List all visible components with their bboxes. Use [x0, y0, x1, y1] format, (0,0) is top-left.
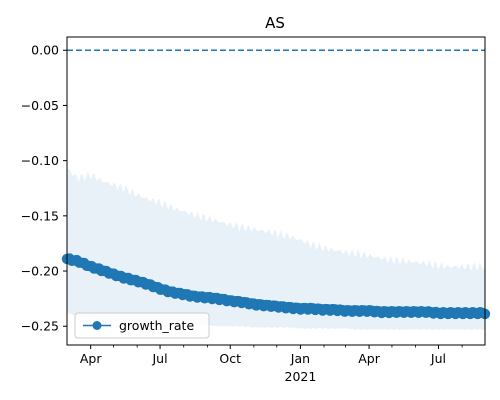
y-tick-label: −0.05 — [21, 98, 59, 113]
x-tick-sublabel: 2021 — [285, 369, 317, 384]
x-tick-label: Oct — [219, 351, 241, 366]
x-tick-label: Jan — [290, 351, 310, 366]
plot-area — [61, 49, 491, 331]
chart-title: AS — [265, 14, 285, 32]
x-tick-label: Jul — [430, 351, 446, 366]
y-tick-label: −0.15 — [21, 208, 59, 223]
y-tick-label: −0.25 — [21, 319, 59, 334]
y-tick-label: −0.20 — [21, 264, 59, 279]
y-tick-label: 0.00 — [31, 43, 59, 58]
x-tick-label: Jul — [152, 351, 168, 366]
legend-marker-swatch — [92, 321, 102, 330]
x-tick-label: Apr — [80, 351, 102, 366]
y-tick-label: −0.10 — [21, 153, 59, 168]
legend-label: growth_rate — [119, 318, 194, 333]
legend-box — [74, 312, 210, 339]
plot-frame — [66, 36, 486, 346]
legend: growth_rate — [74, 312, 210, 339]
x-tick-label: Apr — [358, 351, 380, 366]
axes: 0.00 −0.05 −0.10 −0.15 −0.20 −0.25 Apr Jul Oct Ja… — [21, 36, 486, 384]
